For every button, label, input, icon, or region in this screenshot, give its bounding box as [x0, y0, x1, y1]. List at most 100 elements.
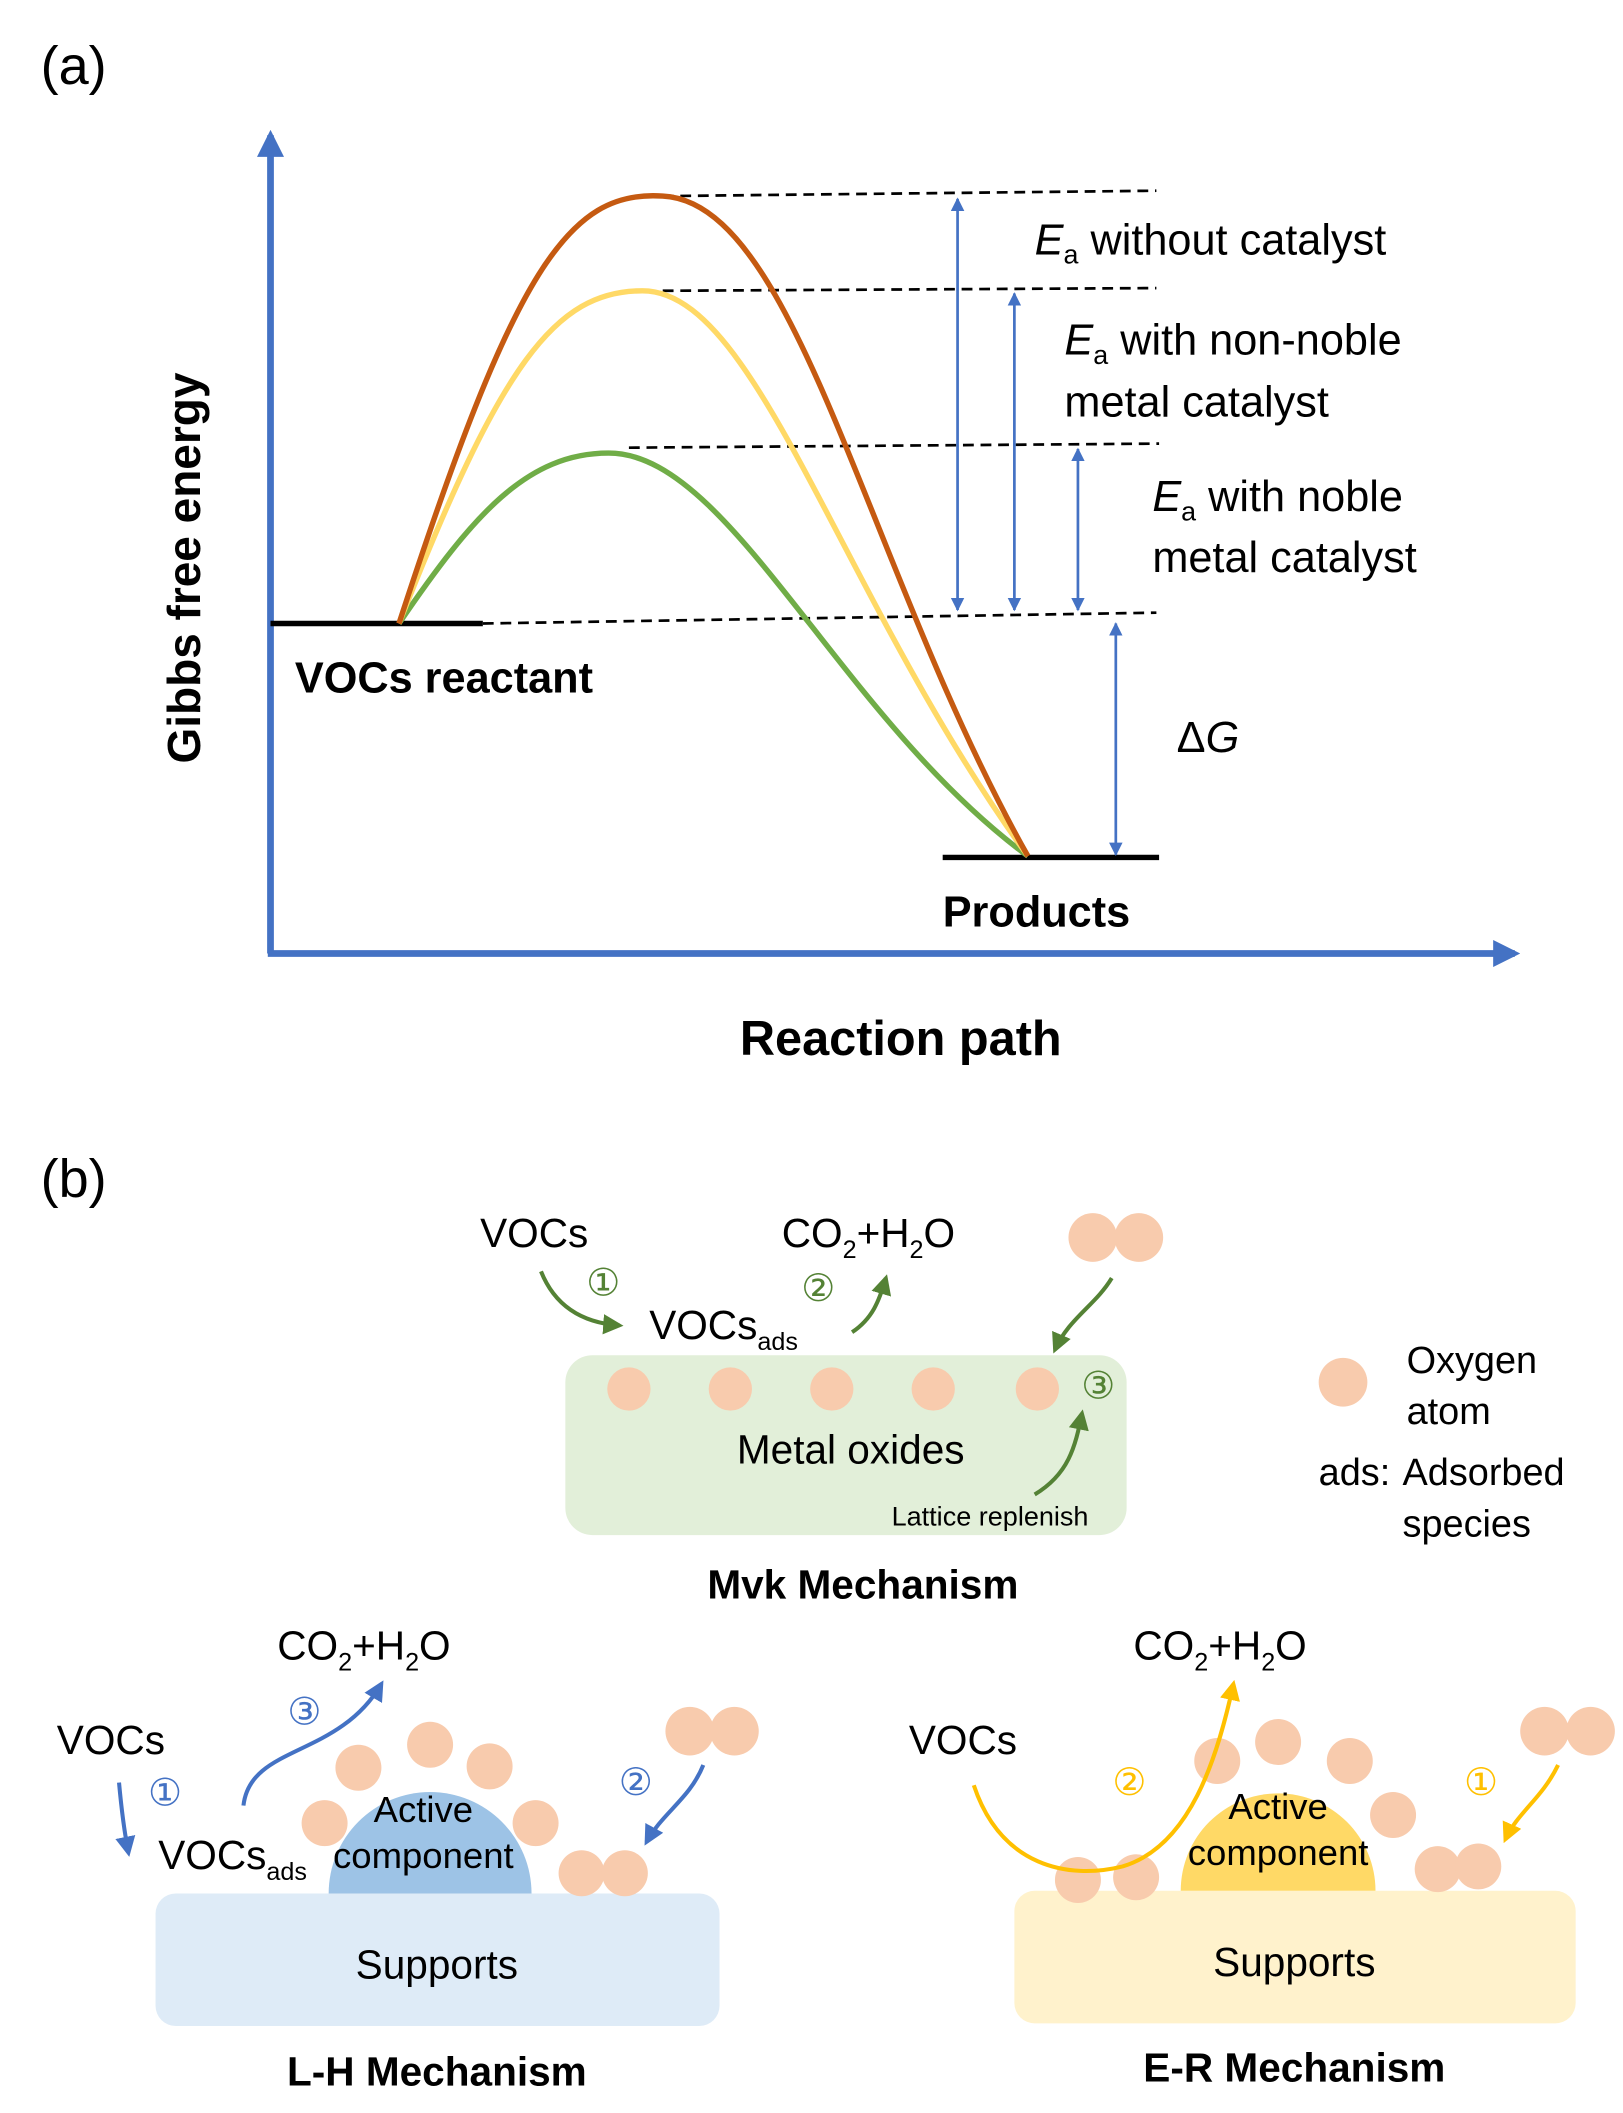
active-label: Active [1228, 1786, 1327, 1827]
arrow [115, 1782, 136, 1857]
active-component [328, 1792, 532, 1894]
support-label: Supports [1213, 1939, 1375, 1985]
products-label: Products [943, 888, 1131, 936]
part: O [1275, 1623, 1307, 1669]
active-label: component [1188, 1832, 1369, 1873]
support-box [1014, 1890, 1576, 2024]
part: 2 [910, 1236, 924, 1264]
x-axis-label: Reaction path [740, 1012, 1062, 1066]
step: ③ [287, 1691, 321, 1733]
subscript: ads [266, 1858, 307, 1886]
symbol: G [1206, 714, 1240, 762]
delta-g-label: ΔG [1177, 714, 1240, 762]
oxygen-atoms [301, 1721, 648, 1897]
oxygen-pair [665, 1706, 759, 1756]
curve-non-noble [396, 288, 1031, 858]
part: +H [1208, 1623, 1261, 1669]
legend-text: Oxygen [1407, 1340, 1537, 1382]
vocs-ads-label: VOCsads [158, 1832, 307, 1886]
legend-text: Adsorbed [1403, 1452, 1565, 1494]
support-label: Supports [356, 1942, 518, 1988]
delta: Δ [1177, 714, 1206, 762]
mechanism-title: E-R Mechanism [1143, 2044, 1445, 2090]
arrow [644, 1764, 706, 1846]
part: 2 [843, 1236, 857, 1264]
vocs-label: VOCs [57, 1717, 165, 1763]
box-label: Metal oxides [737, 1426, 965, 1472]
part: +H [352, 1623, 405, 1669]
mechanism-title: Mvk Mechanism [707, 1562, 1018, 1608]
text: VOCs [158, 1832, 266, 1878]
active-label: Active [374, 1789, 473, 1830]
ea-label-line: metal catalyst [1152, 534, 1417, 582]
vocs-ads-label: VOCsads [649, 1302, 798, 1356]
ea-label: Ea without catalyst [1035, 216, 1387, 269]
symbol: E [1064, 316, 1094, 364]
part: CO [277, 1623, 338, 1669]
step: ① [1464, 1762, 1498, 1804]
part: 2 [1261, 1648, 1275, 1676]
dashed-line [628, 442, 1160, 450]
arrow [539, 1270, 624, 1335]
part: 2 [1194, 1648, 1208, 1676]
oxygen-pair [1068, 1213, 1164, 1262]
legend-text: atom [1407, 1391, 1491, 1433]
arrow [1052, 1277, 1114, 1354]
product-label: CO2+H2O [1133, 1623, 1306, 1677]
text: with non-noble [1108, 316, 1401, 364]
dashed-line [662, 189, 1157, 198]
part: O [924, 1210, 956, 1256]
part: CO [1133, 1623, 1194, 1669]
oxygen-pair [1520, 1706, 1615, 1756]
text: VOCs [649, 1302, 757, 1348]
part: CO [782, 1210, 843, 1256]
part: O [419, 1623, 451, 1669]
step: ① [586, 1263, 620, 1305]
curve-noble [396, 450, 1030, 859]
text: without catalyst [1078, 216, 1386, 264]
subscript: a [1181, 497, 1196, 527]
active-component [1180, 1793, 1376, 1891]
legend-text: species [1403, 1503, 1531, 1545]
reactant-label: VOCs reactant [295, 654, 593, 702]
note: Lattice replenish [892, 1502, 1089, 1532]
arrow [241, 1680, 384, 1806]
lattice-oxygen [607, 1367, 1060, 1411]
symbol: E [1035, 216, 1065, 264]
y-axis-label: Gibbs free energy [158, 372, 210, 763]
dashed-line [662, 286, 1157, 293]
step: ③ [1081, 1365, 1115, 1407]
metal-oxide-box [565, 1355, 1127, 1536]
vocs-label: VOCs [909, 1717, 1017, 1763]
part: 2 [338, 1648, 352, 1676]
vocs-label: VOCs [480, 1210, 588, 1256]
dashed-line [482, 611, 1157, 625]
step: ② [1112, 1762, 1146, 1804]
panel-label: (b) [41, 1149, 107, 1209]
oxygen-atoms [1054, 1719, 1502, 1903]
mechanism-title: L-H Mechanism [287, 2049, 587, 2095]
arrow [1033, 1409, 1089, 1497]
product-label: CO2+H2O [782, 1210, 955, 1264]
step: ② [619, 1762, 653, 1804]
active-label: component [333, 1835, 514, 1876]
support-box [155, 1893, 720, 2027]
subscript: a [1093, 340, 1108, 370]
step: ② [801, 1268, 835, 1310]
part: +H [857, 1210, 910, 1256]
part: 2 [405, 1648, 419, 1676]
symbol: E [1152, 473, 1182, 521]
subscript: ads [757, 1328, 798, 1356]
ea-label: Ea with non-noble [1064, 316, 1401, 369]
legend-oxygen [1318, 1357, 1368, 1407]
step: ① [148, 1773, 182, 1815]
ea-label: Ea with noble [1152, 473, 1403, 526]
subscript: a [1064, 240, 1079, 270]
product-label: CO2+H2O [277, 1623, 450, 1677]
ea-label-line: metal catalyst [1064, 379, 1328, 427]
legend-text: ads: [1319, 1452, 1391, 1494]
arrow [850, 1274, 892, 1334]
